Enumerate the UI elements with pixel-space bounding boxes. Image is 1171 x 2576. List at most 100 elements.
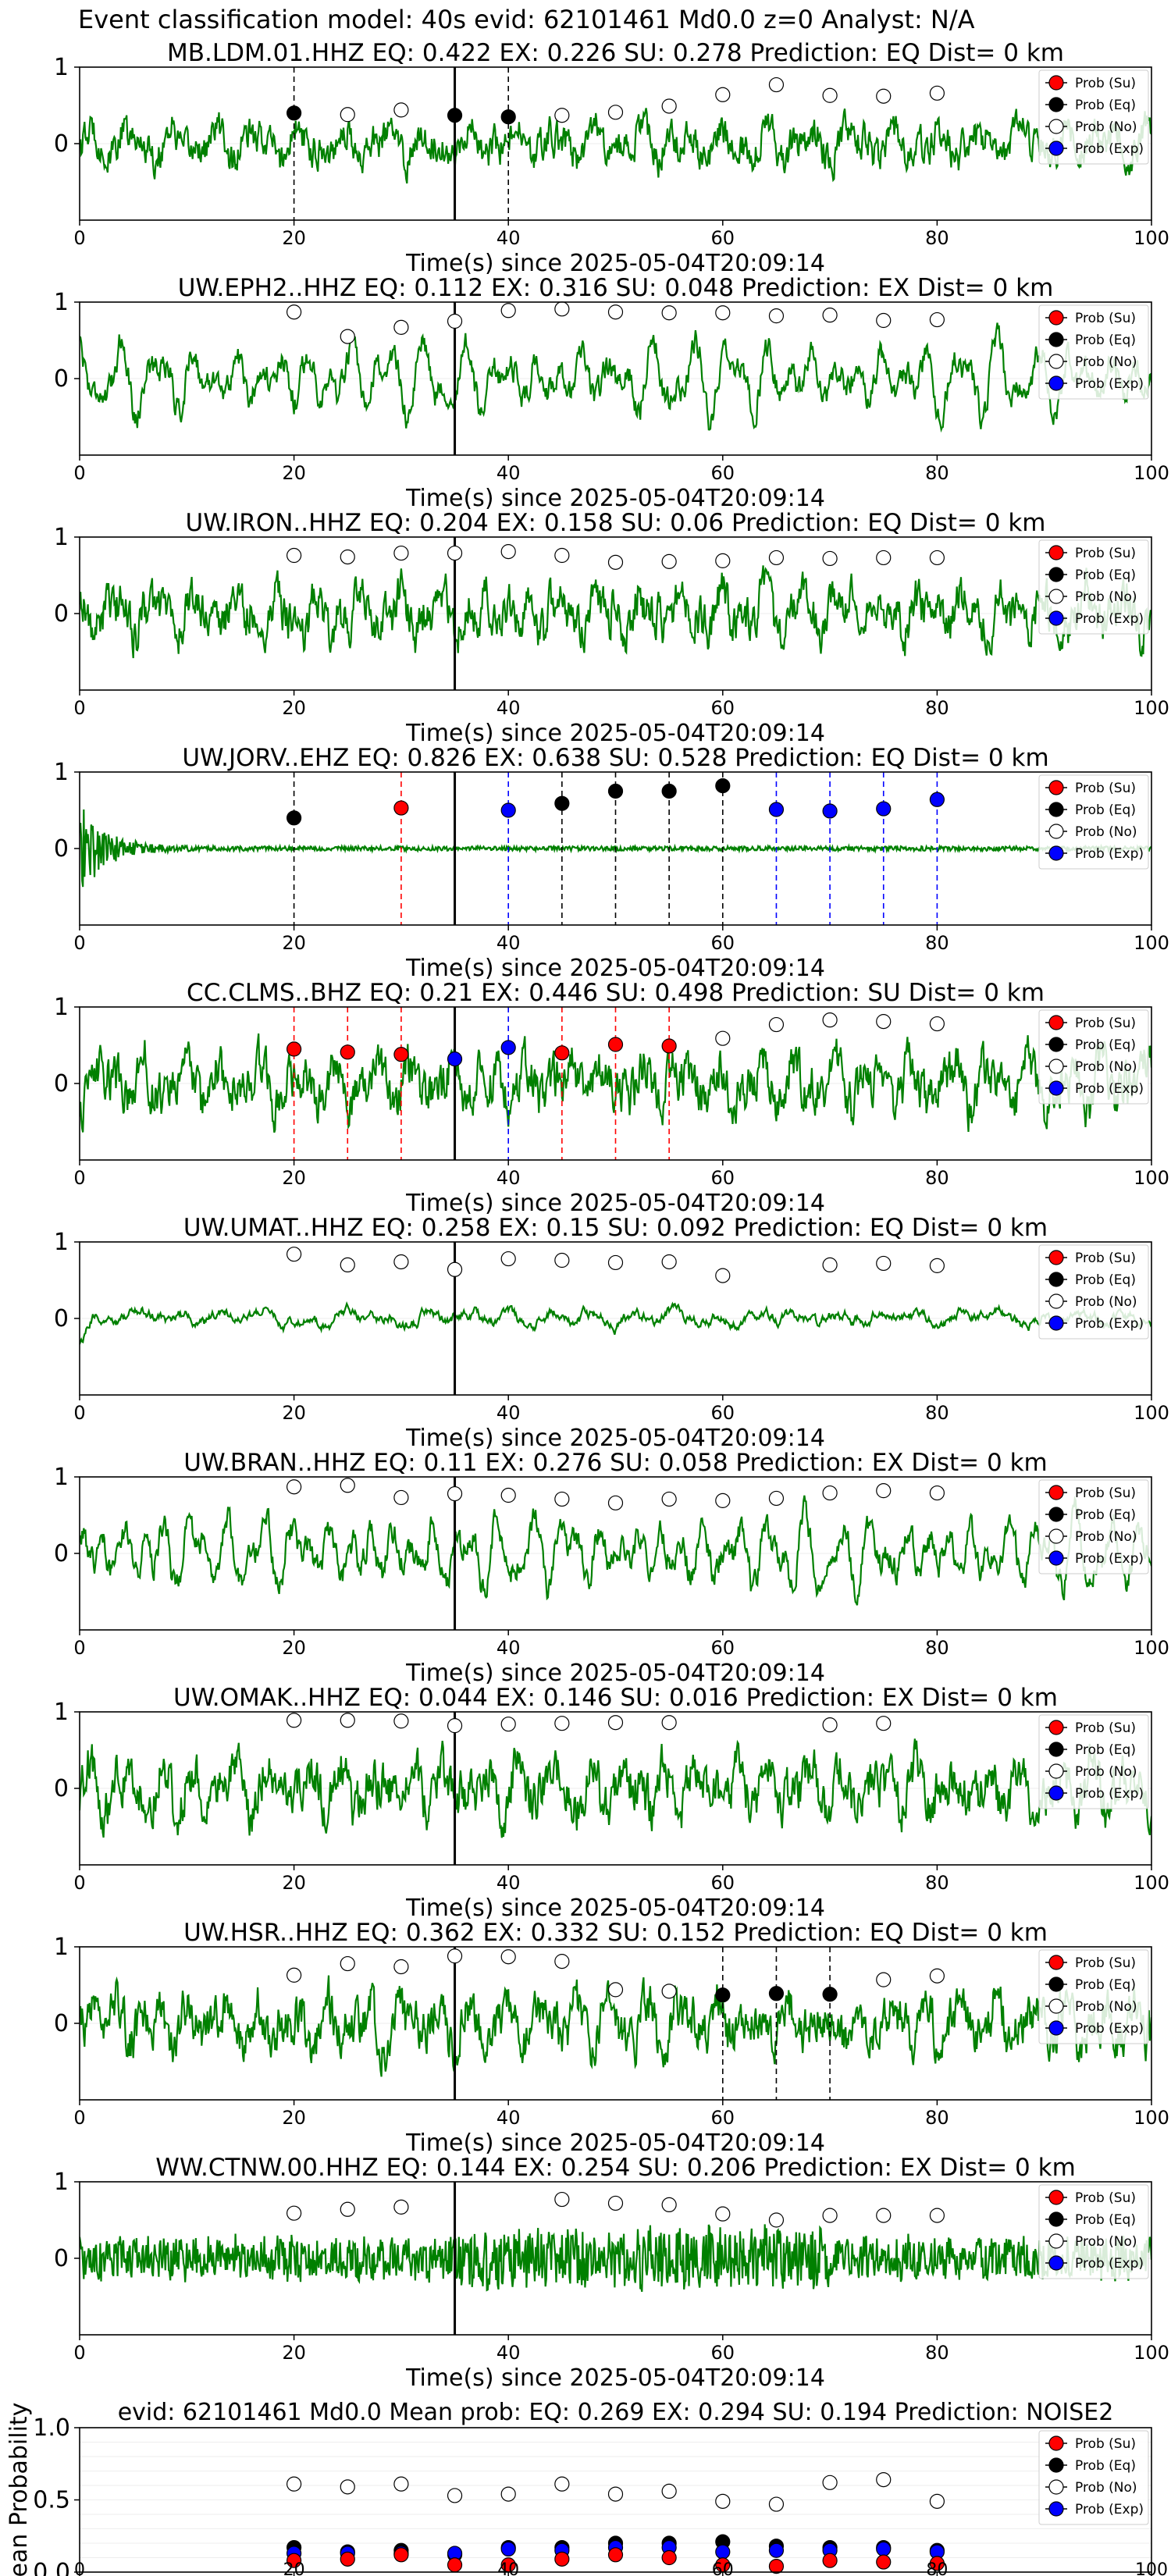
legend-marker-eq (1048, 1037, 1064, 1052)
x-tick-label: 0 (73, 462, 85, 484)
y-tick-label: 0 (54, 2245, 69, 2272)
legend-box (1038, 774, 1149, 870)
prob-marker-exp (768, 802, 785, 817)
prob-marker-no (715, 1493, 731, 1508)
prob-marker-no (929, 1016, 945, 1032)
legend-marker-eq (1048, 802, 1064, 817)
legend-marker-eq (1048, 332, 1064, 347)
y-tick-label: 0 (54, 365, 69, 393)
prob-marker-eq (768, 1986, 785, 2001)
legend-box (1038, 304, 1149, 400)
prob-marker-no (287, 1713, 302, 1728)
legend-box (1038, 1714, 1149, 1809)
y-tick-label: 1 (54, 2169, 69, 2196)
prob-marker-no (447, 545, 463, 561)
legend-marker-exp (1048, 1080, 1064, 1096)
prob-marker-no (876, 1483, 892, 1499)
legend-marker-eq (1048, 1272, 1064, 1287)
x-tick-label: 20 (282, 697, 306, 719)
legend-label-no: Prob (No) (1075, 354, 1137, 370)
prob-marker-no (340, 1257, 355, 1273)
x-tick-label: 20 (282, 1402, 306, 1424)
prob-marker-no (607, 304, 624, 320)
x-tick-label: 80 (925, 227, 949, 249)
prob-marker-no (768, 550, 785, 566)
legend-marker-eq (1048, 1976, 1064, 1992)
legend-label-exp: Prob (Exp) (1075, 1551, 1144, 1567)
prob-marker-eq (287, 105, 302, 121)
waveform-trace (80, 809, 1151, 888)
x-tick-label: 100 (1134, 2107, 1169, 2129)
x-tick-label: 100 (1134, 1167, 1169, 1189)
legend-marker-no (1048, 119, 1064, 134)
x-tick-label: 60 (711, 462, 735, 484)
mean-prob-marker-no (554, 2476, 570, 2492)
x-tick-label: 40 (497, 462, 521, 484)
y-tick-label: 0.0 (33, 2559, 70, 2576)
prob-marker-no (768, 2212, 785, 2228)
mean-prob-marker-no (393, 2476, 409, 2492)
mean-prob-marker-su (661, 2549, 677, 2566)
legend-marker-exp (1048, 1315, 1064, 1331)
prob-marker-no (607, 1982, 624, 1998)
prob-marker-eq (607, 783, 624, 799)
x-tick-label: 100 (1135, 2560, 1168, 2576)
prob-marker-no (287, 304, 302, 320)
x-tick-label: 0 (74, 2560, 85, 2576)
mean-prob-marker-no (929, 2493, 945, 2509)
x-tick-label: 0 (73, 1872, 85, 1894)
legend-marker-exp (1048, 610, 1064, 626)
prob-marker-no (822, 1717, 838, 1733)
x-axis-label: Time(s) since 2025-05-04T20:09:14 (405, 1190, 825, 1217)
prob-marker-no (340, 1955, 355, 1972)
waveform-trace (80, 1738, 1151, 1838)
x-tick-label: 100 (1134, 2342, 1169, 2364)
x-tick-label: 40 (497, 2342, 521, 2364)
legend-label-eq: Prob (Eq) (1075, 802, 1136, 818)
x-tick-label: 60 (711, 697, 735, 719)
prob-marker-no (768, 76, 785, 93)
mean-prob-marker-su (822, 2553, 838, 2568)
legend-marker-no (1048, 354, 1064, 369)
legend-label-no: Prob (No) (1075, 119, 1137, 135)
x-tick-label: 80 (925, 932, 949, 954)
legend-box (1038, 1949, 1149, 2044)
mean-prob-marker-su (287, 2553, 302, 2568)
legend-marker-no (1048, 589, 1064, 604)
prob-marker-no (607, 2195, 624, 2211)
legend-marker-eq (1048, 1742, 1064, 1757)
legend-marker-exp (1048, 375, 1064, 391)
legend-marker-exp (1048, 2501, 1064, 2517)
x-axis-label: Time(s) since 2025-05-04T20:09:14 (405, 2364, 825, 2392)
x-tick-label: 100 (1134, 227, 1169, 249)
mean-prob-marker-no (661, 2483, 677, 2499)
x-tick-label: 60 (712, 2560, 734, 2576)
waveform-trace (80, 108, 1151, 184)
prob-marker-no (768, 308, 785, 324)
station-panel: MB.LDM.01.HHZ EQ: 0.422 EX: 0.226 SU: 0.… (54, 39, 1169, 277)
prob-marker-eq (287, 810, 302, 826)
prob-marker-no (500, 1949, 516, 1965)
prob-marker-no (554, 2191, 570, 2208)
prob-marker-no (607, 554, 624, 570)
panel-title: WW.CTNW.00.HHZ EQ: 0.144 EX: 0.254 SU: 0… (155, 2154, 1076, 2182)
x-tick-label: 20 (282, 2342, 306, 2364)
y-tick-label: 0 (54, 1775, 69, 1802)
legend-box (1038, 1009, 1149, 1105)
prob-marker-no (340, 329, 355, 344)
prob-marker-exp (822, 803, 838, 819)
legend-label-eq: Prob (Eq) (1075, 2212, 1136, 2228)
mean-prob-marker-exp (500, 2541, 516, 2556)
prob-marker-no (554, 1252, 570, 1268)
mean-prob-marker-no (822, 2475, 838, 2490)
legend-marker-no (1048, 1059, 1064, 1074)
legend-marker-eq (1048, 567, 1064, 582)
prob-marker-no (500, 544, 516, 560)
legend-marker-su (1048, 545, 1064, 560)
legend-marker-su (1048, 1720, 1064, 1735)
prob-marker-exp (500, 802, 516, 818)
legend-label-eq: Prob (Eq) (1075, 333, 1136, 348)
legend-label-no: Prob (No) (1075, 1999, 1137, 2015)
prob-marker-no (287, 1247, 302, 1262)
